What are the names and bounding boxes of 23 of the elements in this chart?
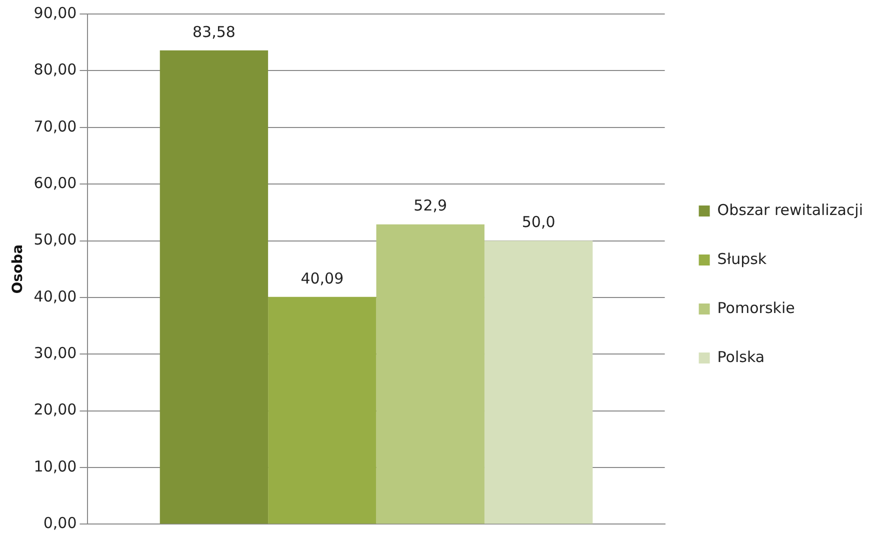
bar	[484, 240, 593, 524]
bar	[160, 50, 268, 524]
y-tick-label: 80,00	[34, 60, 77, 79]
legend-label: Słupsk	[717, 250, 767, 268]
y-tick-label: 10,00	[34, 457, 77, 476]
y-tick-label: 50,00	[34, 230, 77, 249]
data-label: 40,09	[300, 269, 344, 288]
y-tick-label: 30,00	[34, 344, 77, 362]
legend-label: Pomorskie	[717, 298, 795, 317]
y-tick-label: 90,00	[34, 4, 77, 22]
bar	[376, 224, 484, 524]
legend-label: Obszar rewitalizacji	[717, 200, 863, 219]
y-tick-label: 0,00	[43, 514, 77, 532]
y-tick-label: 40,00	[34, 287, 77, 306]
bar	[268, 296, 376, 524]
y-tick-label: 20,00	[34, 400, 77, 419]
y-axis-title: Osoba	[10, 244, 26, 294]
data-label: 50,0	[522, 213, 556, 232]
y-tick-label: 60,00	[34, 174, 77, 192]
data-label: 83,58	[192, 22, 236, 41]
legend-label: Polska	[717, 348, 765, 366]
data-label: 52,9	[414, 196, 448, 215]
y-tick-label: 70,00	[34, 117, 77, 136]
